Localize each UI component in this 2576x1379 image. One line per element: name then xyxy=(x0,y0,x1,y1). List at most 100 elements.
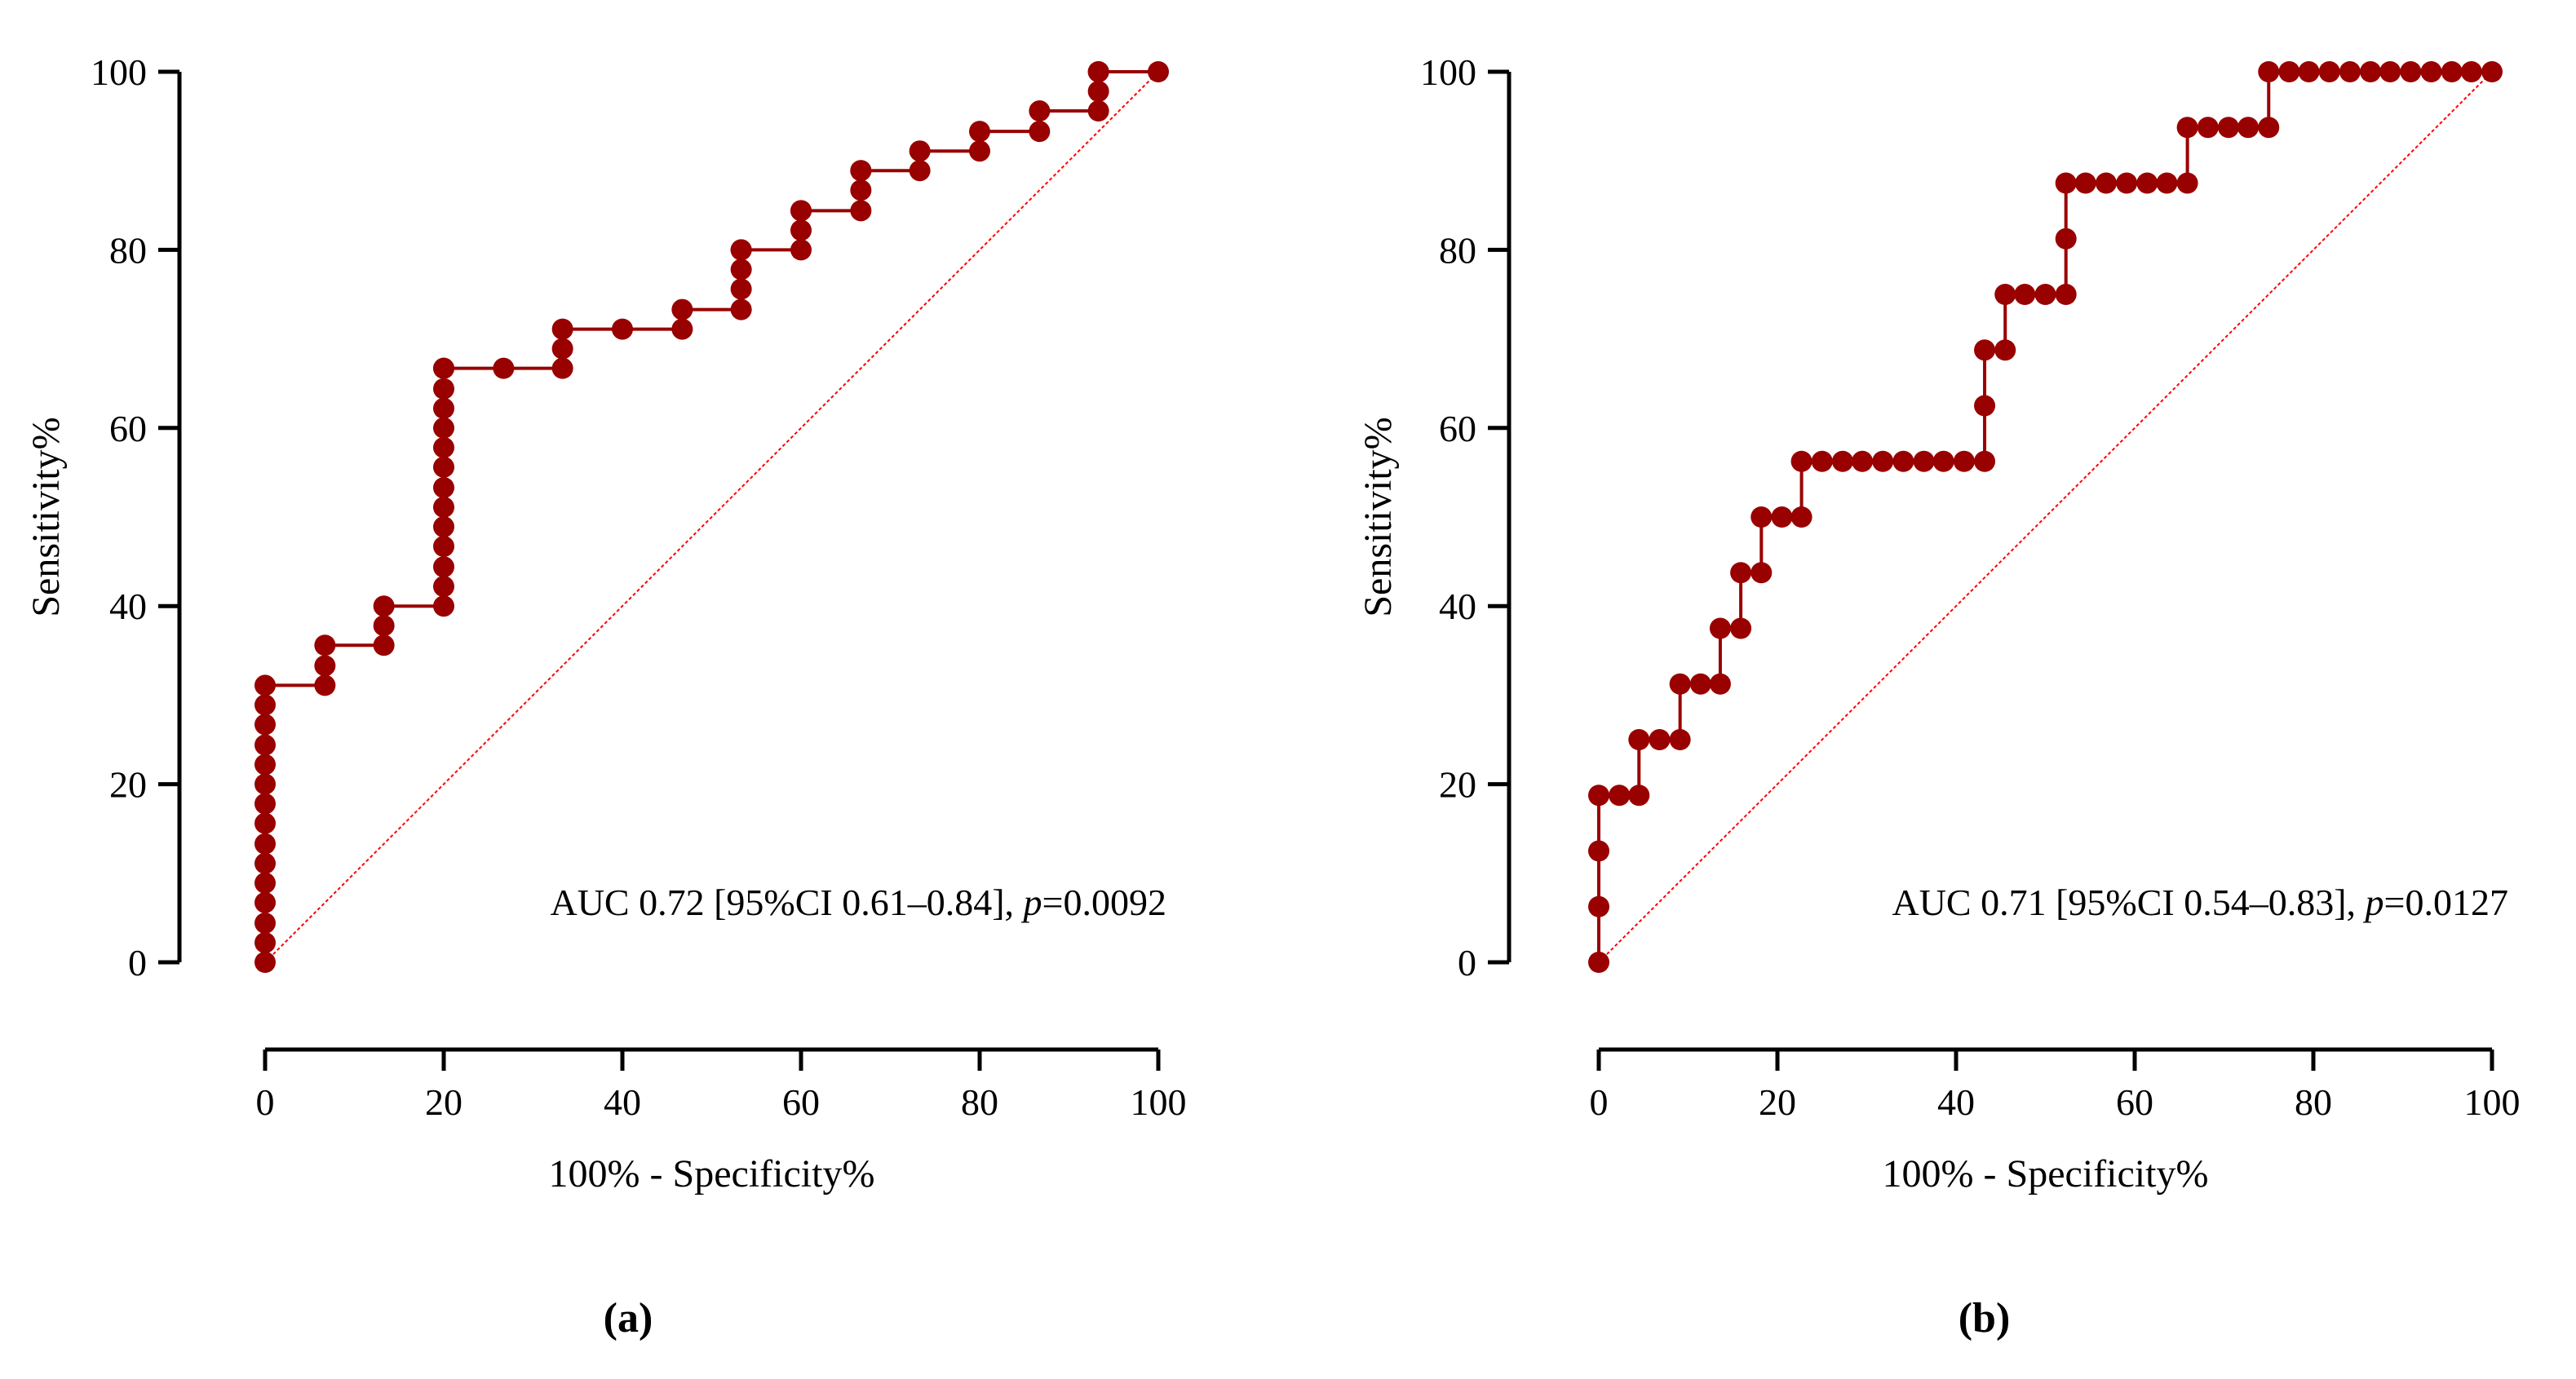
roc-point xyxy=(730,298,752,320)
roc-point xyxy=(2460,61,2482,82)
roc-point xyxy=(909,160,931,182)
roc-point xyxy=(2420,61,2442,82)
roc-point xyxy=(1588,840,1609,862)
roc-point xyxy=(2176,172,2198,194)
roc-point xyxy=(1689,673,1711,695)
roc-point xyxy=(1709,617,1731,639)
roc-point xyxy=(314,655,336,677)
roc-point xyxy=(790,200,812,222)
x-tick-label: 0 xyxy=(1590,1081,1609,1123)
roc-point xyxy=(255,714,276,736)
roc-point xyxy=(493,357,515,379)
auc-annotation-prefix: AUC 0.72 [95%CI 0.61–0.84], xyxy=(550,882,1023,923)
roc-point xyxy=(790,219,812,241)
roc-point xyxy=(2217,117,2239,139)
roc-point xyxy=(1790,450,1812,472)
x-tick-label: 100 xyxy=(1131,1081,1187,1123)
y-axis-title: Sensitivity% xyxy=(1357,417,1400,617)
roc-point xyxy=(1751,506,1773,528)
roc-point xyxy=(2258,61,2280,82)
roc-point xyxy=(255,812,276,834)
roc-point xyxy=(2197,117,2219,139)
roc-point xyxy=(1087,61,1109,82)
x-axis-title: 100% - Specificity% xyxy=(549,1152,875,1196)
roc-point xyxy=(1790,506,1812,528)
roc-point xyxy=(1087,100,1109,122)
roc-point xyxy=(2441,61,2463,82)
roc-point xyxy=(433,496,454,518)
roc-point xyxy=(433,378,454,400)
roc-point xyxy=(433,595,454,617)
x-tick-label: 100 xyxy=(2464,1081,2521,1123)
roc-point xyxy=(255,754,276,776)
roc-point xyxy=(2055,228,2077,250)
y-tick-label: 60 xyxy=(109,408,147,449)
roc-point xyxy=(1852,450,1874,472)
roc-point xyxy=(1974,339,1996,361)
roc-point xyxy=(1649,729,1671,750)
roc-point xyxy=(1709,673,1731,695)
y-tick-label: 40 xyxy=(1439,586,1476,627)
roc-point xyxy=(1913,450,1935,472)
roc-point xyxy=(255,891,276,913)
roc-point xyxy=(1811,450,1833,472)
roc-point xyxy=(1588,952,1609,973)
roc-point xyxy=(1974,450,1996,472)
x-tick-label: 20 xyxy=(1759,1081,1796,1123)
roc-point xyxy=(1588,895,1609,917)
chart-panel-b: 0 20 40 60 80 100 0 20 40 60 80 100 Sensitivity% 100%… xyxy=(1357,51,2521,1341)
x-tick-label: 20 xyxy=(425,1081,463,1123)
y-tick-label: 60 xyxy=(1439,408,1476,449)
roc-point xyxy=(1588,785,1609,807)
roc-point xyxy=(2116,172,2138,194)
roc-point xyxy=(730,278,752,300)
roc-point xyxy=(255,694,276,716)
roc-point xyxy=(314,634,336,656)
roc-point xyxy=(1628,785,1650,807)
x-tick-label: 60 xyxy=(782,1081,820,1123)
roc-point xyxy=(1872,450,1894,472)
roc-point xyxy=(433,436,454,458)
roc-point xyxy=(1029,100,1051,122)
roc-point xyxy=(314,674,336,696)
roc-point xyxy=(255,852,276,874)
roc-point xyxy=(433,417,454,439)
roc-point xyxy=(373,634,395,656)
roc-point xyxy=(1148,61,1169,82)
roc-point xyxy=(1628,729,1650,750)
auc-annotation-suffix: =0.0127 xyxy=(2384,882,2508,923)
roc-point xyxy=(255,674,276,696)
auc-annotation: AUC 0.72 [95%CI 0.61–0.84], p=0.0092 xyxy=(550,882,1166,923)
roc-point xyxy=(255,872,276,894)
roc-point xyxy=(1029,121,1051,143)
y-tick-label: 40 xyxy=(109,586,147,627)
y-tick-label: 80 xyxy=(109,229,147,271)
reference-line xyxy=(264,71,1159,963)
x-tick-label: 80 xyxy=(961,1081,998,1123)
y-tick-label: 20 xyxy=(1439,764,1476,806)
roc-point xyxy=(255,734,276,756)
roc-point xyxy=(2237,117,2260,139)
auc-annotation-prefix: AUC 0.71 [95%CI 0.54–0.83], xyxy=(1892,882,2365,923)
auc-annotation-p-symbol: p xyxy=(1021,882,1042,923)
panel-label: (b) xyxy=(1959,1295,2011,1341)
roc-point xyxy=(2258,117,2280,139)
y-tick-label: 20 xyxy=(109,764,147,806)
panel-label: (a) xyxy=(604,1295,653,1341)
roc-point xyxy=(2379,61,2401,82)
roc-point xyxy=(255,931,276,953)
roc-point xyxy=(850,160,872,182)
roc-point xyxy=(1994,339,2016,361)
roc-point xyxy=(255,773,276,795)
y-tick-label: 100 xyxy=(91,51,147,93)
y-tick-label: 100 xyxy=(1420,51,1476,93)
roc-point xyxy=(1932,450,1954,472)
roc-point xyxy=(255,912,276,934)
auc-annotation-p-symbol: p xyxy=(2363,882,2384,923)
x-axis-title: 100% - Specificity% xyxy=(1883,1152,2209,1196)
roc-point xyxy=(2156,172,2178,194)
roc-point xyxy=(551,338,573,360)
roc-point xyxy=(671,298,693,320)
y-tick-label: 0 xyxy=(1458,942,1476,983)
